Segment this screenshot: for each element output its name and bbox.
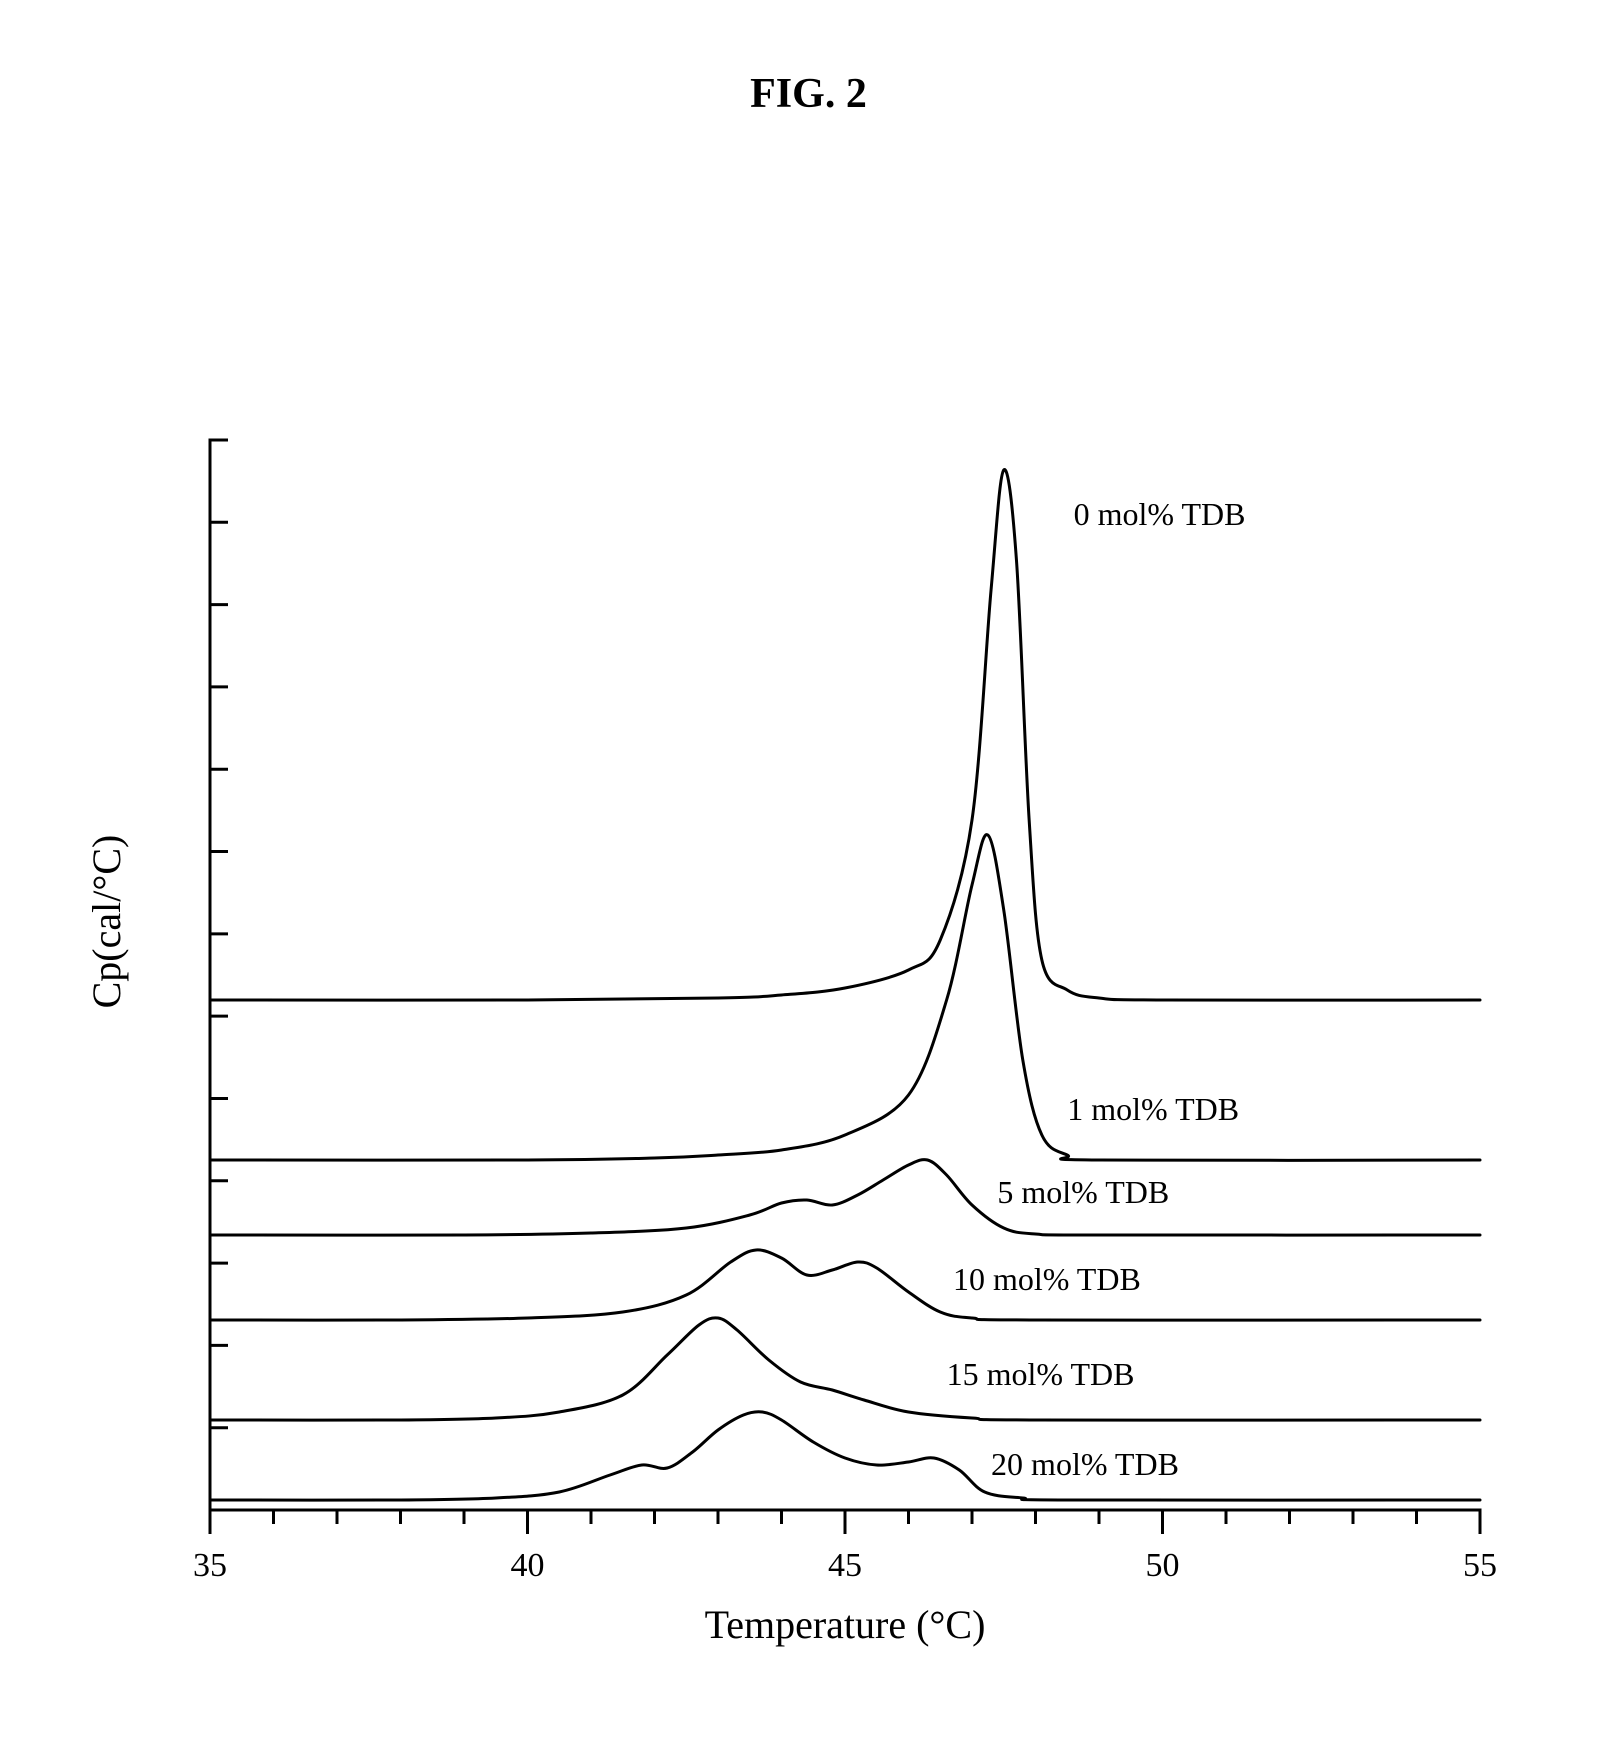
dsc-curve <box>210 1250 1480 1320</box>
x-axis-label: Temperature (°C) <box>705 1602 986 1647</box>
dsc-curve <box>210 835 1480 1161</box>
dsc-curve <box>210 470 1480 1001</box>
x-tick-label: 55 <box>1463 1547 1497 1584</box>
chart-svg: 35 40 45 50 55 Temperature (°C) Cp(cal/°C) 0 mo… <box>0 0 1617 1740</box>
series-label: 15 mol% TDB <box>947 1356 1135 1392</box>
x-tick-label: 40 <box>511 1547 545 1584</box>
series-label: 20 mol% TDB <box>991 1446 1179 1482</box>
chart-container: 35 40 45 50 55 Temperature (°C) Cp(cal/°C) 0 mo… <box>0 0 1617 1740</box>
dsc-curve <box>210 1412 1480 1500</box>
series-label: 1 mol% TDB <box>1067 1091 1239 1127</box>
y-axis-label: Cp(cal/°C) <box>84 835 129 1009</box>
x-tick-label: 35 <box>193 1547 227 1584</box>
series-label: 0 mol% TDB <box>1074 496 1246 532</box>
x-tick-label: 50 <box>1146 1547 1180 1584</box>
dsc-curve <box>210 1318 1480 1420</box>
series-label: 10 mol% TDB <box>953 1261 1141 1297</box>
dsc-curve <box>210 1160 1480 1236</box>
series-label: 5 mol% TDB <box>997 1174 1169 1210</box>
x-tick-label: 45 <box>828 1547 862 1584</box>
